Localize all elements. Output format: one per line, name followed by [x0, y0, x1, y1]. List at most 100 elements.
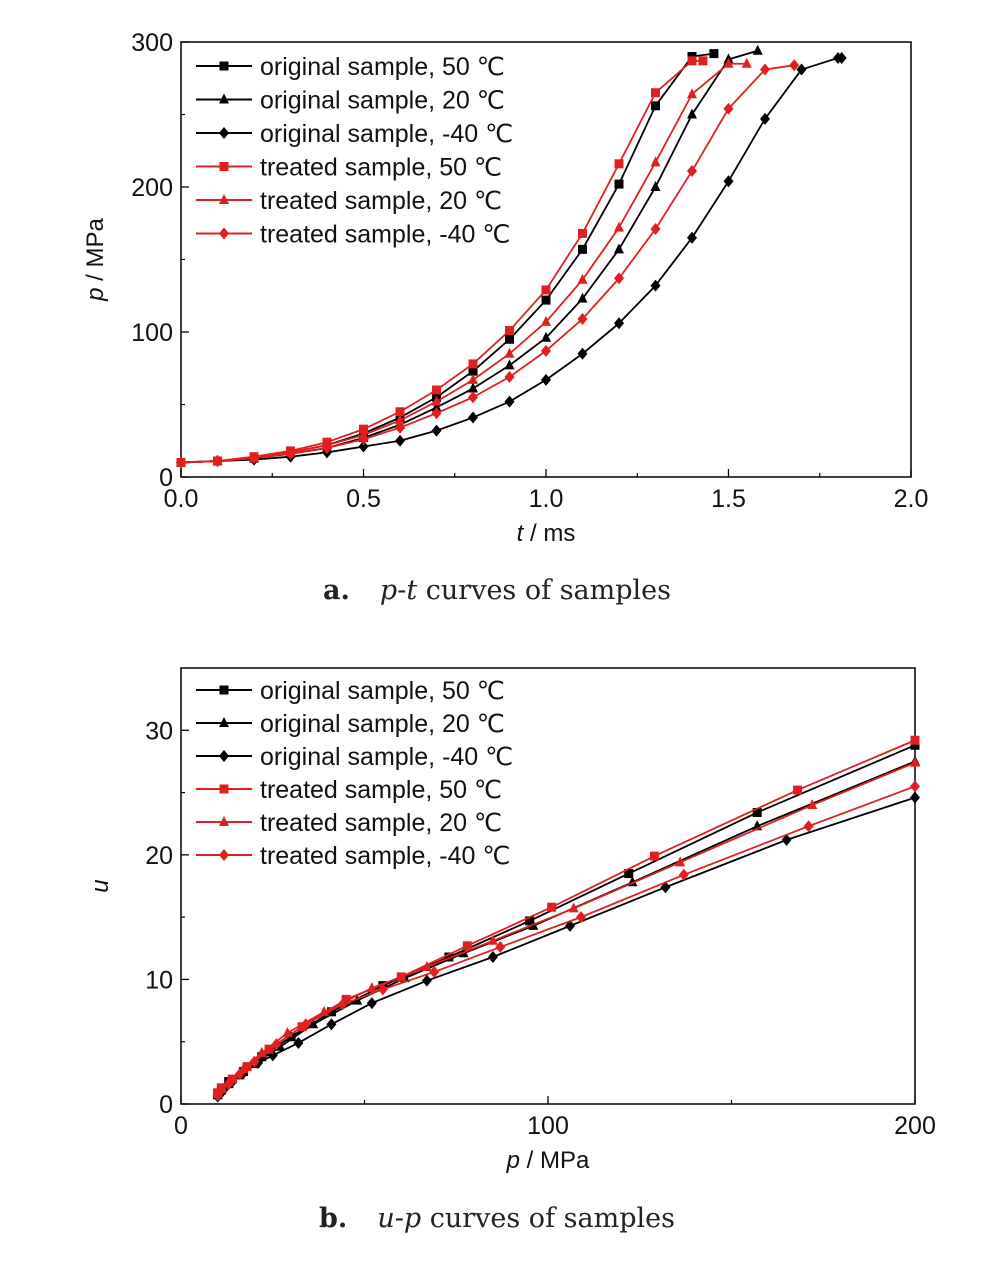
pt-x-tick-label: 2.0 — [894, 485, 929, 513]
pt-data-point — [358, 440, 369, 453]
up-data-point — [444, 952, 454, 962]
up-data-point — [234, 1068, 245, 1081]
pt-y-tick-label: 300 — [131, 29, 173, 57]
pt-data-point — [650, 223, 661, 236]
pt-y-tick-label: 0 — [159, 464, 173, 492]
up-data-point — [649, 851, 659, 861]
pt-data-point — [541, 331, 551, 342]
pt-data-point — [468, 373, 478, 384]
up-y-tick-label: 30 — [145, 717, 173, 745]
up-x-tick-label: 200 — [894, 1112, 936, 1140]
pt-data-point — [395, 407, 405, 417]
up-data-point — [421, 960, 432, 971]
up-data-point — [910, 756, 920, 767]
caption-a-var1: p — [379, 575, 398, 606]
caption-a: a. p-t curves of samples — [0, 575, 994, 606]
up-x-tick-label: 0 — [174, 1112, 188, 1140]
up-y-tick-label: 10 — [145, 966, 173, 994]
pt-data-point — [505, 326, 514, 336]
caption-b-letter: b. — [319, 1203, 348, 1234]
pt-data-point — [322, 442, 332, 454]
up-legend-marker — [219, 784, 229, 794]
pt-data-point — [614, 179, 624, 189]
up-data-point — [216, 1084, 227, 1097]
up-series-2 — [212, 791, 920, 1103]
pt-legend-marker — [219, 93, 229, 104]
caption-a-letter: a. — [323, 575, 350, 606]
pt-x-axis-unit: / ms — [523, 520, 575, 547]
up-data-point — [910, 791, 920, 804]
pt-legend-marker — [219, 61, 229, 71]
up-data-point — [366, 997, 377, 1010]
pt-data-point — [651, 101, 660, 111]
up-data-point — [803, 820, 814, 833]
pt-data-point — [687, 231, 697, 244]
up-data-point — [300, 1018, 311, 1031]
up-legend-label: treated sample, 50 ℃ — [260, 776, 502, 804]
pt-y-axis-var: p — [82, 288, 109, 302]
pt-data-point — [650, 279, 661, 292]
up-data-point — [267, 1049, 278, 1062]
pt-data-point — [698, 56, 708, 66]
pt-data-point — [577, 347, 588, 360]
pt-data-point — [504, 395, 515, 408]
pt-x-tick-label: 1.5 — [711, 485, 746, 513]
pt-legend-label: original sample, 50 ℃ — [260, 53, 505, 81]
pt-data-point — [541, 315, 551, 326]
pt-legend-label: treated sample, 20 ℃ — [260, 187, 502, 215]
up-data-point — [752, 808, 762, 818]
caption-b-text: curves of samples — [421, 1203, 675, 1234]
pt-chart: 0.0 0.5 1.0 1.5 2.0 0 100 200 300 t / ms p / MPa or… — [82, 29, 929, 547]
pt-x-axis-var: t — [517, 520, 525, 547]
pt-data-point — [176, 456, 186, 469]
pt-data-point — [687, 165, 697, 178]
pt-data-point — [578, 228, 587, 238]
up-data-point — [807, 799, 818, 810]
up-x-axis-unit: / MPa — [520, 1147, 590, 1174]
pt-data-point — [358, 433, 369, 446]
up-data-point — [793, 785, 803, 795]
up-legend-label: original sample, 50 ℃ — [260, 677, 505, 705]
pt-x-tick-label: 0.5 — [346, 485, 381, 513]
pt-legend-label: treated sample, 50 ℃ — [260, 154, 502, 182]
pt-series-5 — [176, 59, 800, 469]
pt-y-axis-label: p / MPa — [82, 217, 109, 301]
pt-data-point — [431, 395, 442, 406]
pt-data-point — [577, 273, 588, 284]
pt-data-point — [723, 102, 734, 115]
pt-data-point — [687, 88, 697, 99]
up-data-point — [495, 941, 506, 954]
up-legend-marker — [219, 750, 229, 762]
up-x-axis-var: p — [506, 1147, 520, 1174]
caption-a-text: curves of samples — [417, 575, 671, 606]
pt-data-point — [752, 44, 763, 55]
up-series-5 — [212, 780, 920, 1102]
pt-data-point — [651, 88, 660, 98]
caption-b-dash: - — [394, 1203, 404, 1234]
up-data-point — [337, 998, 348, 1011]
pt-legend-marker — [219, 127, 229, 139]
pt-legend-marker — [219, 194, 229, 204]
pt-data-point — [432, 385, 441, 395]
up-legend-label: original sample, -40 ℃ — [260, 743, 513, 771]
pt-data-point — [709, 49, 719, 59]
pt-data-point — [796, 63, 807, 76]
pt-data-point — [468, 359, 478, 369]
pt-data-point — [504, 359, 515, 370]
pt-data-point — [578, 244, 587, 254]
up-data-point — [910, 780, 920, 793]
up-series-line — [216, 761, 916, 1095]
pt-y-axis-unit: / MPa — [82, 217, 109, 287]
pt-data-point — [687, 56, 697, 66]
up-data-point — [341, 994, 351, 1004]
up-data-point — [429, 965, 440, 978]
up-data-point — [781, 833, 792, 846]
up-data-point — [293, 1036, 304, 1049]
pt-data-point — [741, 57, 752, 68]
up-legend: original sample, 50 ℃ original sample, 20… — [196, 677, 513, 870]
pt-y-tick-label: 100 — [131, 319, 173, 347]
pt-data-point — [614, 317, 624, 330]
pt-data-point — [541, 295, 551, 305]
pt-data-point — [650, 156, 661, 167]
pt-x-tick-label: 0.0 — [164, 485, 199, 513]
